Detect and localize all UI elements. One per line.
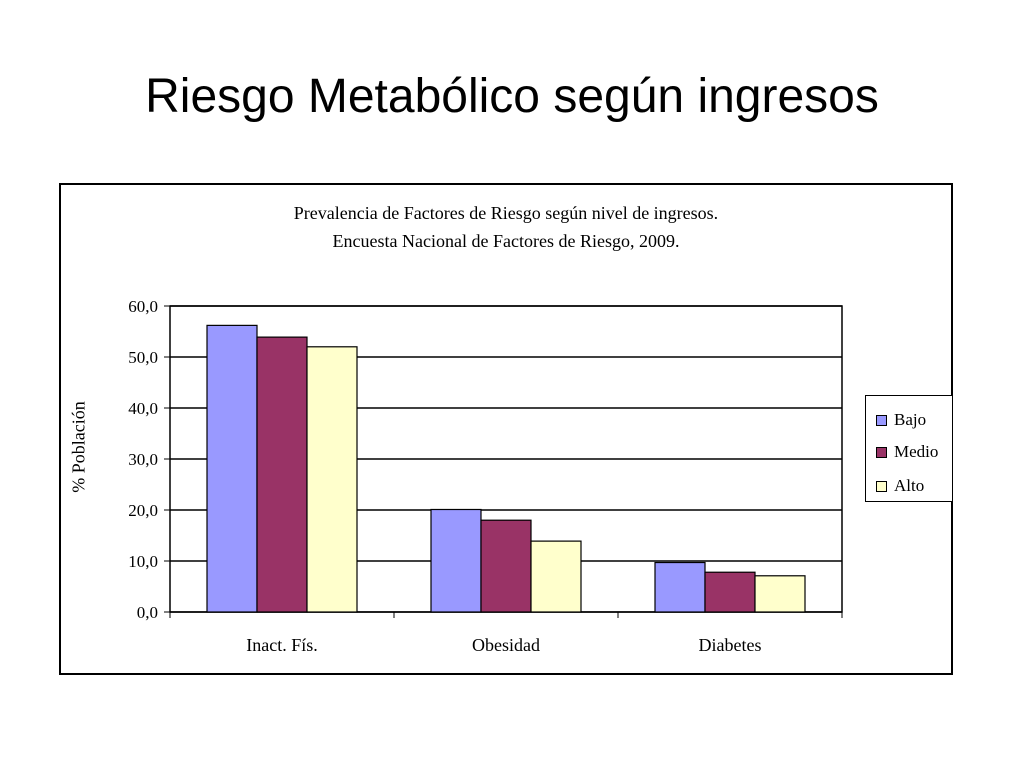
x-tick-label: Diabetes [699, 635, 762, 655]
legend-item-medio: Medio [876, 442, 938, 462]
y-tick-label: 40,0 [128, 399, 158, 418]
slide-title: Riesgo Metabólico según ingresos [145, 70, 879, 123]
bar-medio-1 [256, 336, 308, 613]
legend-label-medio: Medio [894, 442, 939, 461]
y-axis-label: % Población [68, 401, 89, 493]
chart-frame: Prevalencia de Factores de Riesgo según … [59, 183, 953, 675]
chart-title-line-2: Encuesta Nacional de Factores de Riesgo,… [332, 231, 680, 251]
bar-alto-2 [530, 540, 582, 613]
legend-swatch-bajo [876, 414, 887, 426]
y-tick-label: 60,0 [128, 297, 158, 316]
x-tick-label: Obesidad [472, 635, 540, 655]
y-tick-label: 30,0 [128, 450, 158, 469]
chart-title-line-1: Prevalencia de Factores de Riesgo según … [293, 203, 719, 223]
bar-alto-1 [306, 346, 358, 613]
bar-bajo-1 [206, 324, 258, 613]
legend-item-alto: Alto [876, 476, 924, 496]
legend-label-alto: Alto [894, 476, 925, 495]
bar-alto-3 [754, 575, 806, 613]
chart-legend: Bajo Medio Alto [865, 395, 953, 502]
legend-label-bajo: Bajo [894, 410, 927, 429]
bar-bajo-3 [654, 561, 706, 613]
y-tick-label: 10,0 [128, 552, 158, 571]
bar-medio-3 [704, 571, 756, 613]
bar-chart: 0,0 10,0 20,0 30,0 40,0 50,0 60,0 Inact. Fís. Ob… [128, 297, 843, 655]
y-tick-label: 0,0 [137, 603, 158, 622]
x-tick-label: Inact. Fís. [246, 635, 318, 655]
legend-item-bajo: Bajo [876, 410, 926, 430]
y-tick-label: 20,0 [128, 501, 158, 520]
y-tick-label: 50,0 [128, 348, 158, 367]
bar-bajo-2 [430, 508, 482, 613]
legend-swatch-alto [876, 480, 887, 492]
bar-medio-2 [480, 519, 532, 613]
legend-swatch-medio [876, 446, 887, 458]
